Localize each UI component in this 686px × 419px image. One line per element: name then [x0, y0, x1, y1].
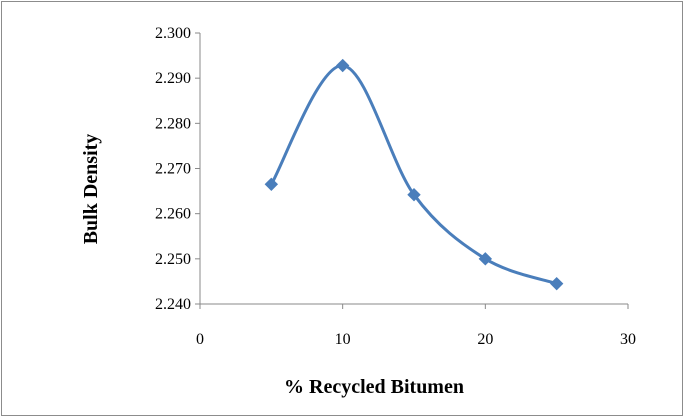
y-tick-label: 2.240 [155, 296, 191, 313]
x-tick-label: 0 [196, 331, 204, 348]
y-tick-label: 2.250 [155, 251, 191, 268]
x-axis-ticks: 0 10 20 30 [196, 304, 636, 348]
y-axis-ticks: 2.240 2.250 2.260 2.270 2.280 2.290 2.300 [155, 25, 200, 313]
y-tick-label: 2.290 [155, 70, 191, 87]
data-point-marker [407, 187, 421, 202]
y-tick-label: 2.280 [155, 115, 191, 132]
plot-area [264, 58, 564, 291]
data-point-marker [478, 252, 493, 266]
data-point-marker [549, 276, 564, 291]
y-tick-label: 2.260 [155, 206, 191, 223]
x-tick-label: 20 [477, 331, 493, 348]
series-line [270, 64, 558, 286]
data-point-marker [264, 177, 279, 192]
y-tick-label: 2.270 [155, 161, 191, 178]
x-axis-title: % Recycled Bitumen [284, 376, 464, 398]
y-axis-title: Bulk Density [80, 134, 102, 245]
x-tick-label: 30 [620, 331, 636, 348]
data-point-marker [335, 58, 350, 73]
x-tick-label: 10 [335, 331, 351, 348]
y-tick-label: 2.300 [155, 25, 191, 42]
